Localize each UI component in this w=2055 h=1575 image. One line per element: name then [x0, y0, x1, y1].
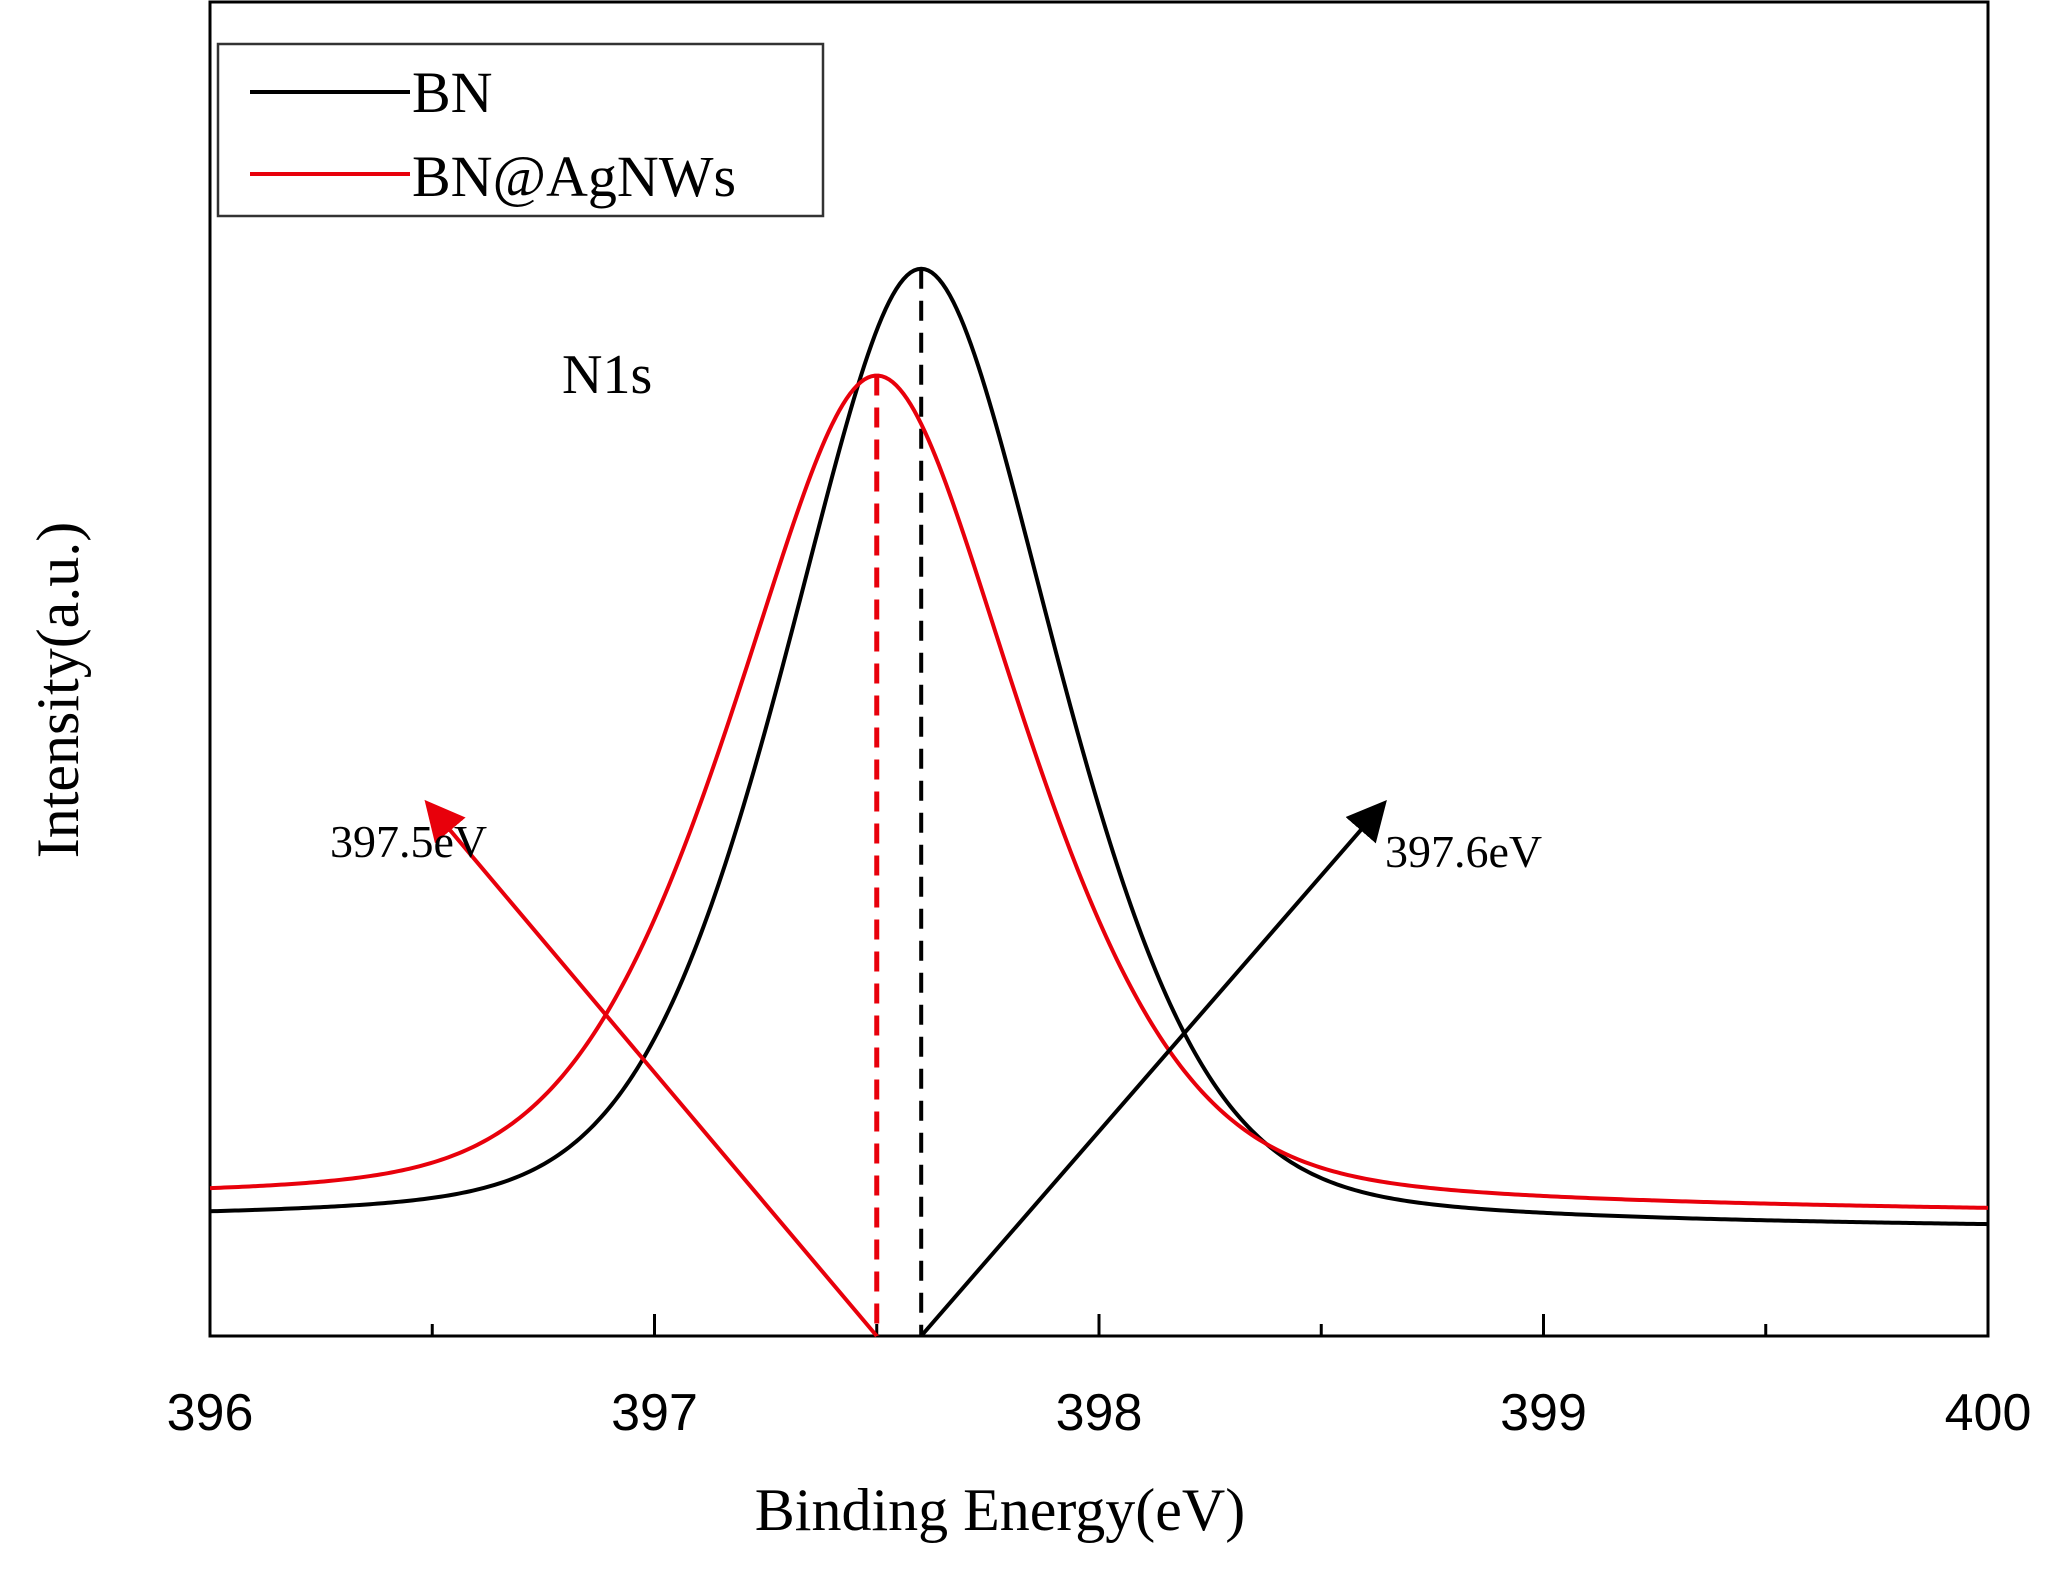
legend-box — [216, 42, 825, 218]
legend-label-bn: BN — [412, 60, 493, 125]
x-axis-ticks — [208, 1314, 1990, 1336]
bn-curve — [209, 266, 1989, 1227]
x-axis-label: Binding Energy(eV) — [755, 1477, 1245, 1543]
bn-peak-label: 397.6eV — [1385, 826, 1542, 877]
legend: BN BN@AgNWs — [216, 42, 825, 218]
x-tick-label: 397 — [611, 1384, 698, 1442]
legend-label-bn-agnws: BN@AgNWs — [412, 144, 736, 209]
bn-agnws-arrow — [424, 799, 879, 1338]
x-tick-label: 399 — [1500, 1384, 1587, 1442]
n1s-annotation: N1s — [562, 344, 652, 406]
bn-agnws-curve — [209, 373, 1989, 1210]
bn-agnws-peak-label: 397.5eV — [330, 816, 487, 867]
x-tick-label: 396 — [167, 1384, 254, 1442]
bn-arrow — [919, 800, 1387, 1338]
x-tick-label: 400 — [1945, 1384, 2032, 1442]
y-axis-label: Intensity(a.u.) — [25, 522, 91, 859]
x-tick-label: 398 — [1056, 1384, 1143, 1442]
